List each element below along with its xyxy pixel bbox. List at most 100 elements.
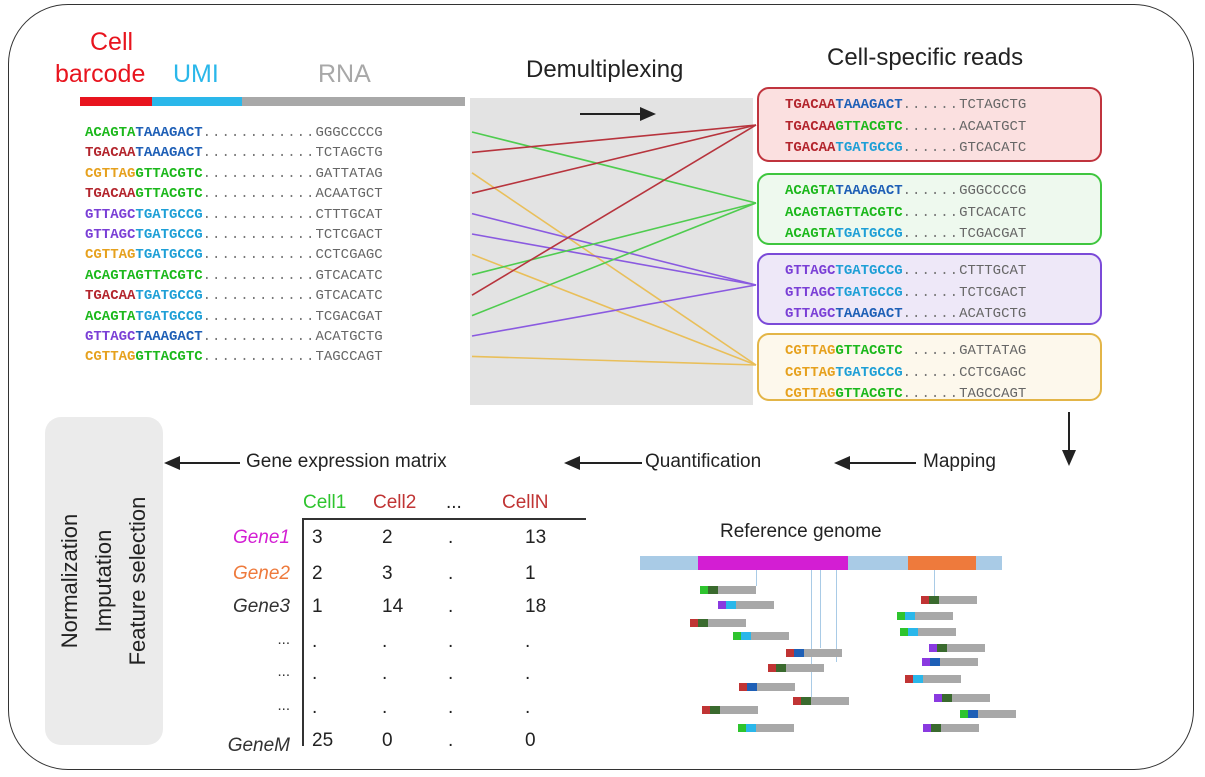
dots: ...... [902, 204, 960, 221]
rna-seq: ACATGCTG [315, 329, 383, 345]
umi-seq: TGATGCCG [135, 206, 203, 223]
mapped-read [718, 601, 774, 609]
umi-seq: GTTACGTC [135, 186, 203, 203]
dots: ...... [902, 118, 960, 135]
mapped-read [738, 724, 794, 732]
barcode-seq: GTTAGC [85, 227, 136, 243]
dots: ............ [202, 349, 316, 366]
umi-seq: TGATGCCG [835, 364, 903, 381]
mapped-read [900, 628, 956, 636]
umi-seq: TAAAGACT [135, 145, 203, 162]
reference-genome-label: Reference genome [720, 521, 882, 542]
raw-read: ACAGTATAAAGACT............GGGCCCCG [85, 124, 383, 143]
matrix-header-rule [303, 518, 586, 520]
dots: ...... [902, 226, 960, 242]
barcode-seq: CGTTAG [785, 343, 836, 359]
dots: ............ [202, 145, 316, 162]
raw-read: TGACAATGATGCCG............GTCACATC [85, 287, 383, 306]
barcode-seq: TGACAA [85, 145, 136, 162]
group-read: ACAGTATAAAGACT......GGGCCCCG [785, 182, 1026, 201]
connection-line [471, 355, 757, 366]
matrix-cell: . [382, 697, 388, 718]
matrix-gene-label: ... [277, 631, 290, 648]
raw-read: CGTTAGTGATGCCG............CCTCGAGC [85, 246, 383, 265]
raw-read: ACAGTAGTTACGTC............GTCACATC [85, 267, 383, 286]
umi-segment [152, 97, 242, 106]
rna-seq: ACAATGCT [959, 118, 1027, 135]
connection-line [471, 124, 757, 154]
rna-seq: CCTCGAGC [959, 364, 1027, 381]
umi-seq: GTTACGTC [135, 349, 203, 366]
matrix-cell: 0 [525, 730, 536, 751]
barcode-seq: CGTTAG [85, 349, 136, 366]
raw-read: TGACAAGTTACGTC............ACAATGCT [85, 185, 383, 204]
group-read: ACAGTATGATGCCG......TCGACGAT [785, 225, 1026, 244]
barcode-seq: CGTTAG [85, 247, 136, 264]
outer-frame [8, 4, 1194, 770]
matrix-cell: . [448, 697, 454, 718]
dots: ...... [902, 386, 960, 402]
cell-group-red [757, 87, 1102, 162]
barcode-seq: TGACAA [785, 140, 836, 156]
matrix-cell: . [448, 596, 454, 617]
imputation-label: Imputation [91, 529, 116, 633]
rna-seq: GTCACATC [315, 288, 383, 305]
matrix-arrow-head [164, 456, 180, 470]
umi-seq: TAAAGACT [835, 306, 903, 322]
barcode-seq: ACAGTA [785, 183, 836, 199]
umi-seq: GTTACGTC [835, 386, 903, 402]
dots: ............ [202, 247, 316, 264]
dots: ...... [902, 183, 960, 199]
matrix-arrow-line [178, 462, 240, 464]
rna-seq: TCTAGCTG [959, 97, 1027, 113]
matrix-cell: . [525, 663, 531, 684]
dots: ..... [902, 343, 960, 359]
cell-group-orange [757, 333, 1102, 401]
dots: ............ [202, 186, 316, 203]
raw-read: GTTAGCTGATGCCG............CTTTGCAT [85, 206, 383, 225]
group-read: TGACAATGATGCCG......GTCACATC [785, 139, 1026, 158]
barcode-seq: TGACAA [785, 118, 836, 135]
cell-specific-reads-label: Cell-specific reads [827, 44, 1024, 71]
dots: ............ [202, 206, 316, 223]
reference-genome-track [640, 556, 1002, 570]
mapped-read [923, 724, 979, 732]
demux-arrow-head [640, 107, 656, 121]
barcode-segment [80, 97, 152, 106]
matrix-cell: 1 [312, 596, 323, 617]
dots: ............ [202, 308, 316, 325]
umi-seq: GTTACGTC [135, 267, 203, 284]
rna-seq: GGGCCCCG [959, 183, 1027, 199]
barcode-seq: TGACAA [85, 288, 136, 305]
barcode-seq: TGACAA [785, 97, 836, 113]
barcode-seq: TGACAA [85, 186, 136, 203]
rna-label: RNA [318, 60, 371, 88]
barcode-seq: CGTTAG [85, 165, 136, 182]
barcode-seq: CGTTAG [785, 386, 836, 402]
mapping-down-arrow-line [1068, 412, 1070, 452]
matrix-gene-label: Gene1 [232, 527, 290, 548]
matrix-cell: 14 [382, 596, 404, 617]
barcode-seq: ACAGTA [85, 125, 136, 141]
group-read: CGTTAGGTTACGTC......TAGCCAGT [785, 385, 1026, 404]
matrix-column-header: Cell1 [303, 492, 347, 513]
matrix-cell: . [382, 631, 388, 652]
mapping-arrow-line [848, 462, 916, 464]
demultiplexing-panel [470, 98, 753, 405]
mapping-down-arrow-head [1062, 450, 1076, 466]
read-structure-bar [80, 97, 465, 106]
mapped-read [934, 694, 990, 702]
normalization-label: Normalization [57, 513, 82, 649]
raw-read: TGACAATAAAGACT............TCTAGCTG [85, 144, 383, 163]
umi-seq: TAAAGACT [835, 183, 903, 199]
mapping-label: Mapping [923, 451, 996, 472]
connection-line [471, 172, 757, 366]
umi-seq: GTTACGTC [135, 165, 203, 182]
rna-seq: GATTATAG [959, 343, 1027, 359]
rna-seq: TCTCGACT [959, 284, 1027, 301]
dots: ............ [202, 288, 316, 305]
matrix-column-header: Cell2 [373, 492, 417, 513]
cell-label: Cell [90, 28, 134, 56]
postprocess-box [45, 417, 163, 745]
connection-line [471, 124, 757, 194]
